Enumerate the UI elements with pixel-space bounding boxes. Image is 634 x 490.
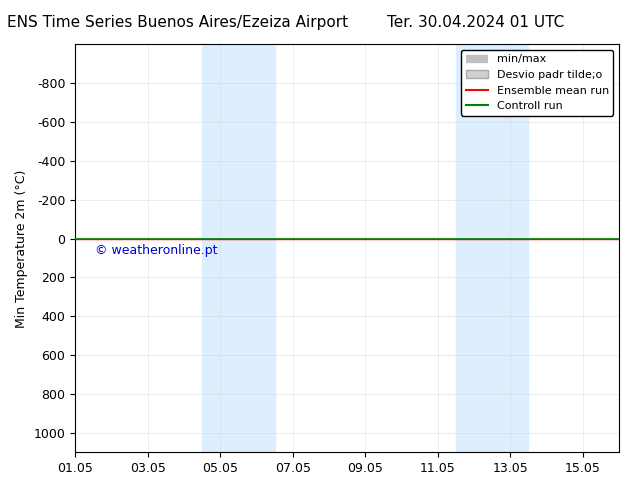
Bar	[456, 45, 528, 452]
Text: ENS Time Series Buenos Aires/Ezeiza Airport: ENS Time Series Buenos Aires/Ezeiza Airp…	[7, 15, 348, 30]
Text: © weatheronline.pt: © weatheronline.pt	[95, 245, 217, 257]
Y-axis label: Min Temperature 2m (°C): Min Temperature 2m (°C)	[15, 169, 28, 327]
Text: Ter. 30.04.2024 01 UTC: Ter. 30.04.2024 01 UTC	[387, 15, 564, 30]
Legend: min/max, Desvio padr tilde;o, Ensemble mean run, Controll run: min/max, Desvio padr tilde;o, Ensemble m…	[461, 50, 614, 116]
Bar	[202, 45, 275, 452]
